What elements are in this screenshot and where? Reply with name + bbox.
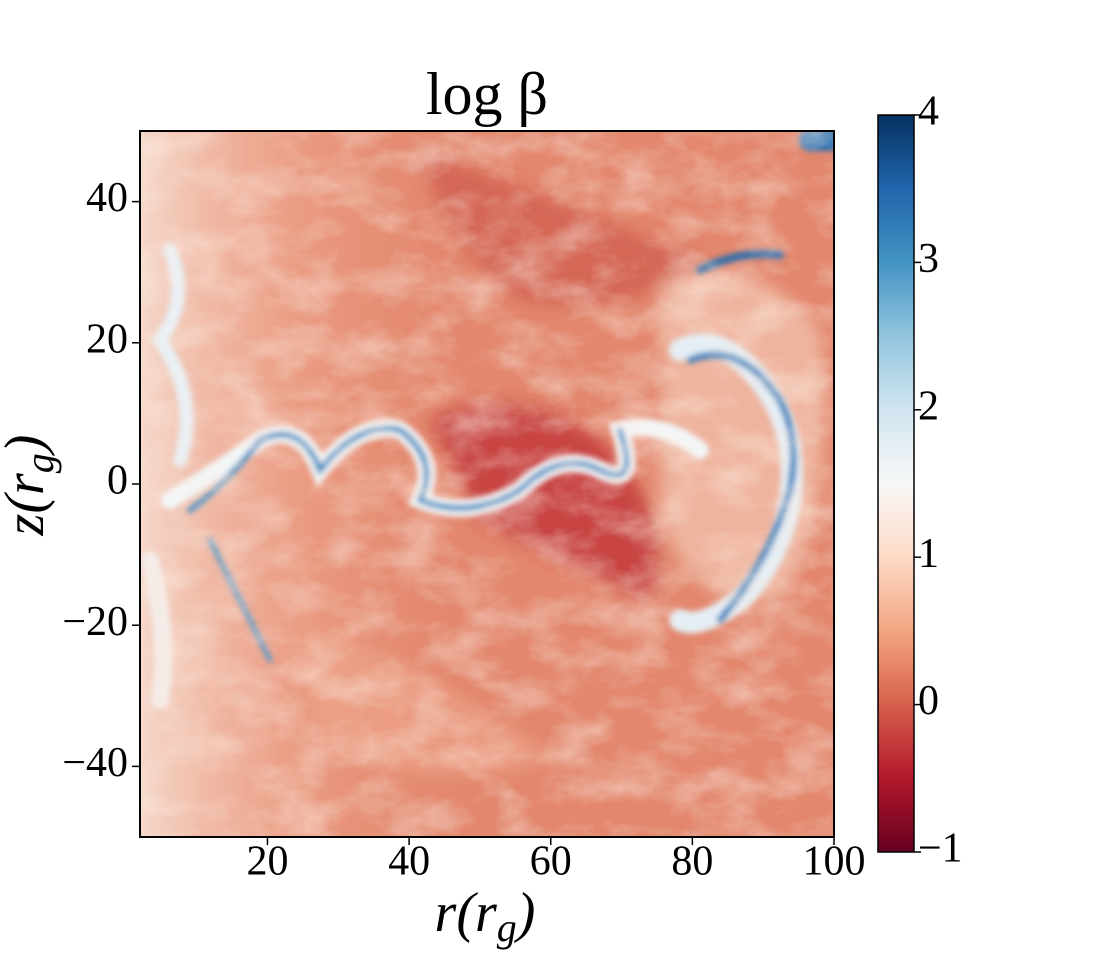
colorbar-tick-label: 1 bbox=[918, 531, 939, 577]
y-tick-label: 40 bbox=[86, 175, 128, 221]
y-tick-label: 0 bbox=[107, 458, 128, 504]
x-label-main: r(r bbox=[435, 882, 497, 944]
x-tick-label: 20 bbox=[246, 839, 288, 885]
y-label-sub: g bbox=[17, 453, 62, 473]
y-tick-label: −40 bbox=[62, 740, 128, 786]
x-label-end: ) bbox=[514, 882, 536, 944]
x-tick-label: 100 bbox=[803, 839, 866, 885]
colorbar bbox=[877, 114, 915, 853]
colorbar-tick-label: −1 bbox=[918, 826, 963, 872]
colorbar-tick-label: 4 bbox=[918, 89, 939, 135]
field-image bbox=[140, 131, 834, 837]
x-tick-label: 40 bbox=[388, 839, 430, 885]
x-tick-label: 60 bbox=[530, 839, 572, 885]
colorbar-tick-label: 0 bbox=[918, 678, 939, 724]
y-tick-label: −20 bbox=[62, 599, 128, 645]
x-axis-label: r(rg) bbox=[435, 882, 536, 950]
colorbar-tick-label: 3 bbox=[918, 236, 939, 282]
x-tick-label: 80 bbox=[671, 839, 713, 885]
x-label-sub: g bbox=[497, 905, 517, 950]
colorbar-tick-label: 2 bbox=[918, 383, 939, 429]
chart-title: log β bbox=[426, 61, 548, 127]
y-label-end: ) bbox=[0, 435, 56, 457]
y-axis-label: z(rg) bbox=[0, 435, 62, 537]
y-tick-label: 20 bbox=[86, 316, 128, 362]
y-label-main: z(r bbox=[0, 473, 56, 536]
